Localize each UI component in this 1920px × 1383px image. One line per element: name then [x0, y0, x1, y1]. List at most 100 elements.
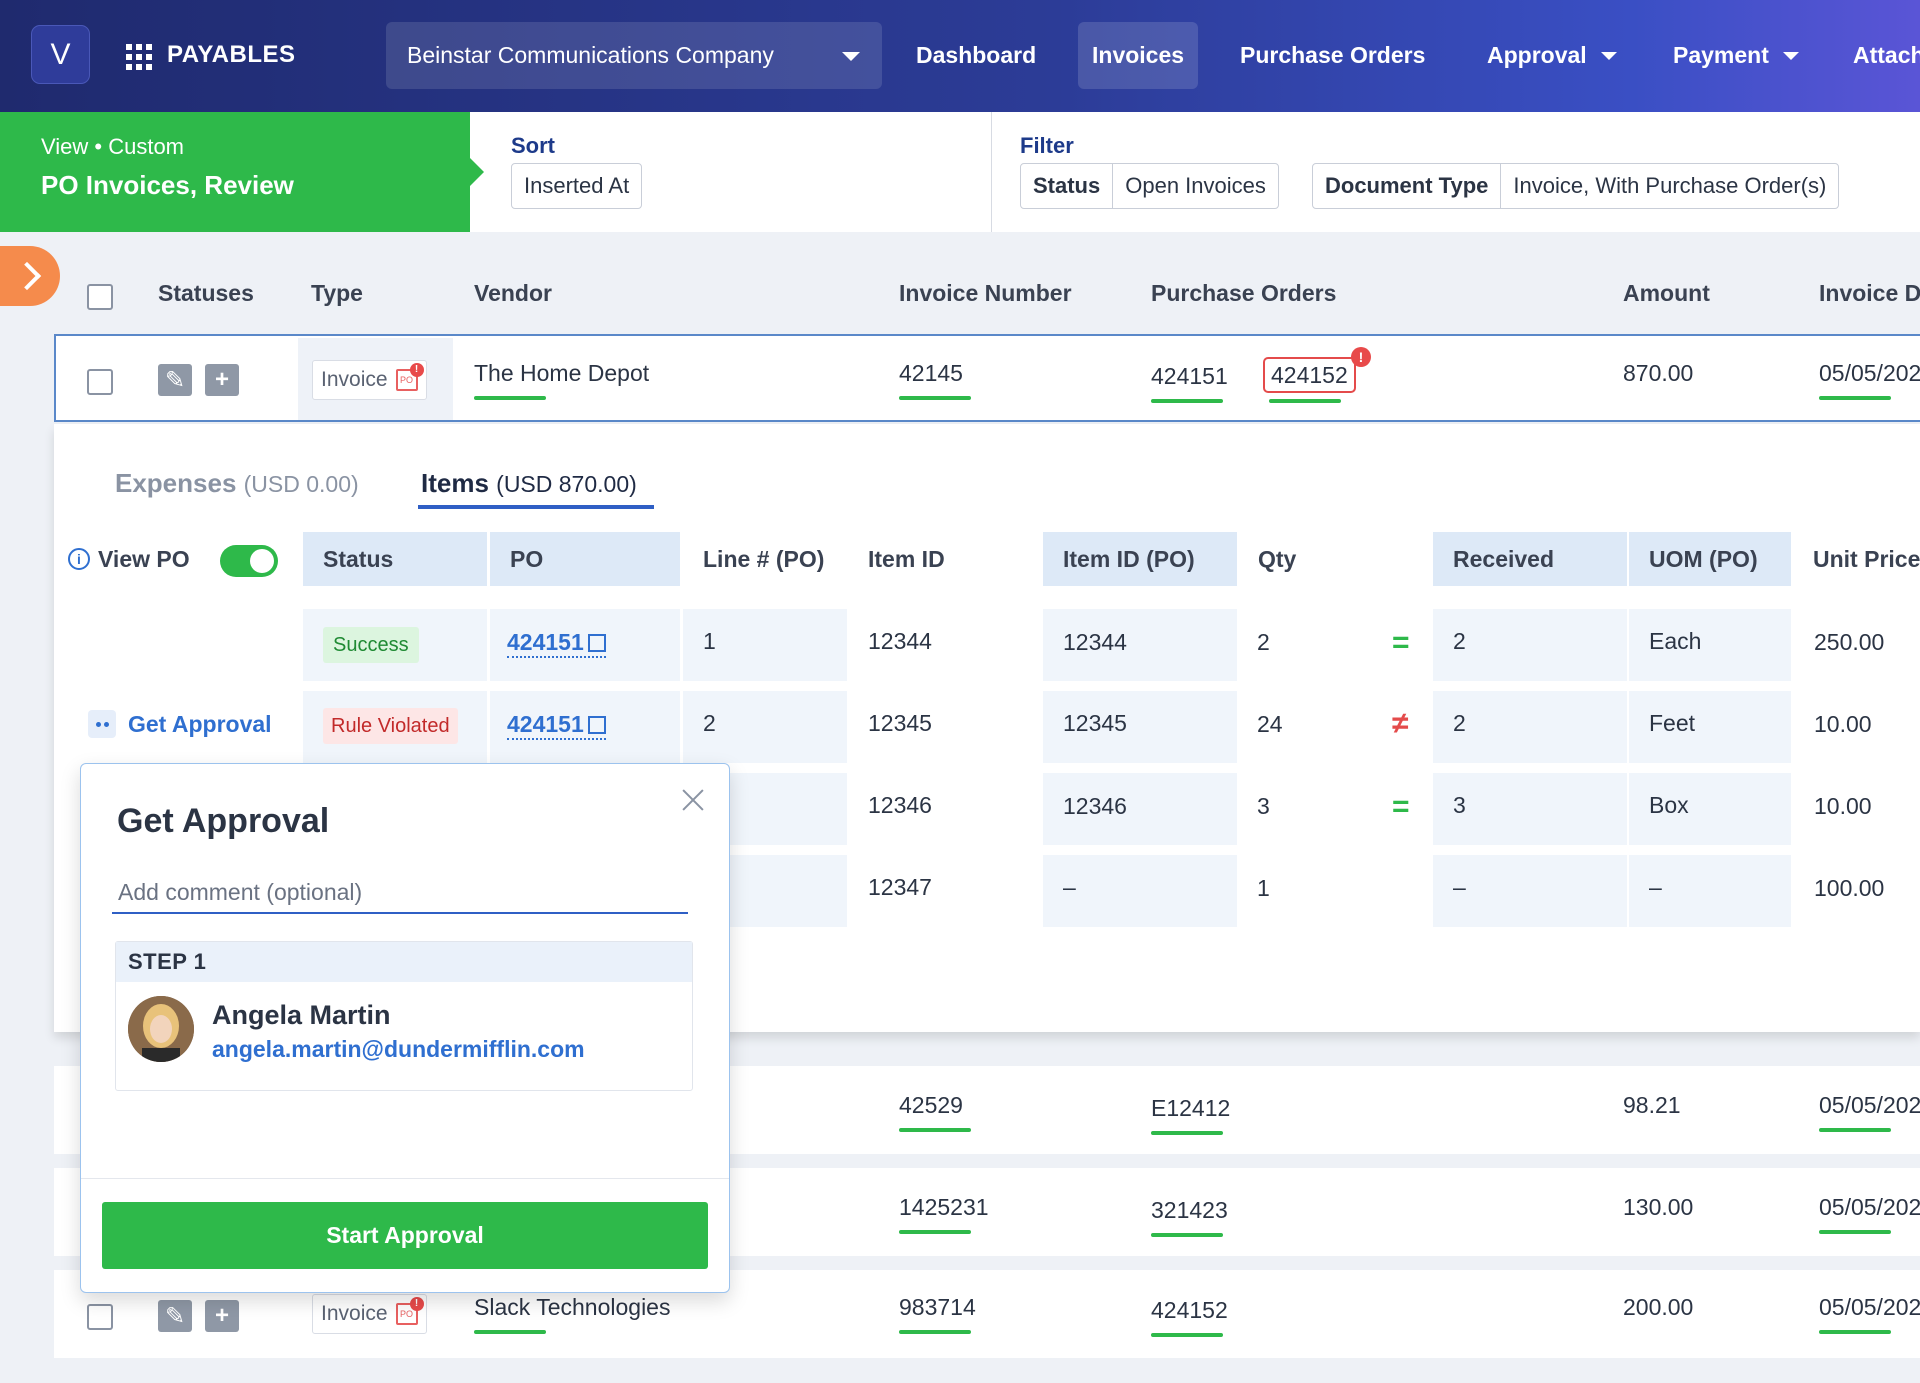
info-icon[interactable]: i [68, 548, 90, 570]
app-name: PAYABLES [167, 41, 296, 68]
row-checkbox[interactable] [87, 369, 113, 395]
nav-payment[interactable]: Payment [1659, 22, 1813, 89]
match-equal-icon: = [1392, 626, 1410, 659]
quantity: 3 [1257, 793, 1270, 819]
filter-value: Open Invoices [1125, 173, 1266, 198]
nav-approval[interactable]: Approval [1473, 22, 1631, 89]
select-all-checkbox[interactable] [87, 284, 113, 310]
filter-key: Status [1021, 164, 1114, 208]
unit-price: 100.00 [1814, 875, 1885, 901]
column-header-unit-price[interactable]: Unit Price [1813, 545, 1920, 572]
match-indicator [899, 396, 971, 400]
nav-attach[interactable]: Attach [1853, 42, 1920, 68]
tab-expenses[interactable]: Expenses (USD 0.00) [115, 468, 359, 498]
chevron-down-icon [1600, 51, 1617, 60]
company-select[interactable]: Beinstar Communications Company [386, 22, 882, 89]
purchase-order[interactable]: 321423 [1151, 1197, 1228, 1223]
po-link[interactable]: 424151 [507, 711, 606, 740]
column-header-invoice-date[interactable]: Invoice D [1819, 280, 1920, 306]
filter-value: Invoice, With Purchase Order(s) [1513, 173, 1827, 198]
plus-icon[interactable]: + [205, 364, 239, 396]
invoice-date: 05/05/202 [1819, 360, 1920, 386]
received: 3 [1453, 792, 1466, 818]
filter-title: Filter [1020, 133, 1074, 158]
column-header-purchase-orders[interactable]: Purchase Orders [1151, 280, 1337, 306]
column-header-item-id[interactable]: Item ID [868, 545, 945, 572]
item-id-po: 12346 [1063, 793, 1127, 819]
cell-bg [1629, 609, 1791, 681]
view-label: View • Custom [41, 134, 185, 159]
pencil-icon[interactable]: ✎ [158, 364, 192, 396]
uom: Box [1649, 792, 1689, 818]
close-icon[interactable] [679, 786, 707, 814]
row-checkbox[interactable] [87, 1304, 113, 1330]
view-po-toggle[interactable] [220, 545, 278, 577]
nav-purchase-orders[interactable]: Purchase Orders [1240, 42, 1426, 68]
invoice-number: 1425231 [899, 1194, 989, 1220]
match-indicator [899, 1330, 971, 1334]
pencil-icon[interactable]: ✎ [158, 1300, 192, 1332]
mismatch-icon: ≠ [1392, 707, 1409, 740]
po-link[interactable]: 424151 [507, 629, 606, 658]
column-header-vendor[interactable]: Vendor [474, 280, 552, 306]
unit-price: 250.00 [1814, 629, 1885, 655]
nav-dashboard[interactable]: Dashboard [916, 42, 1037, 68]
cell-bg [490, 609, 680, 681]
sort-chip[interactable]: Inserted At [511, 163, 643, 209]
grid-icon[interactable] [126, 44, 152, 70]
approver-email[interactable]: angela.martin@dundermifflin.com [212, 1036, 585, 1062]
column-header-statuses[interactable]: Statuses [158, 280, 254, 306]
column-header-uom-po[interactable]: UOM (PO) [1629, 532, 1791, 586]
po-document-alert-icon: PO [395, 363, 424, 391]
invoice-date: 05/05/202 [1819, 1194, 1920, 1220]
filter-chip-status[interactable]: Status Open Invoices [1020, 163, 1279, 209]
match-indicator [1819, 1230, 1891, 1234]
purchase-order-alert[interactable]: 424152 [1263, 357, 1356, 393]
purchase-order[interactable]: E12412 [1151, 1095, 1231, 1121]
column-header-amount[interactable]: Amount [1623, 280, 1710, 306]
uom: Feet [1649, 710, 1696, 736]
item-id-po: – [1063, 874, 1076, 900]
approver-name: Angela Martin [212, 1000, 391, 1030]
chevron-right-icon[interactable] [0, 246, 60, 306]
quantity: 24 [1257, 711, 1283, 737]
vendor-name: Slack Technologies [474, 1294, 671, 1320]
filter-chip-document-type[interactable]: Document Type Invoice, With Purchase Ord… [1312, 163, 1840, 209]
column-header-received[interactable]: Received [1433, 532, 1627, 586]
cell-bg [1043, 609, 1237, 681]
unit-price: 10.00 [1814, 793, 1872, 819]
item-id-po: 12344 [1063, 629, 1127, 655]
column-header-line-po[interactable]: Line # (PO) [703, 545, 825, 572]
column-header-type[interactable]: Type [311, 280, 363, 306]
external-link-icon [587, 716, 606, 734]
item-id-po: 12345 [1063, 710, 1127, 736]
po-document-alert-icon: PO [395, 1297, 424, 1325]
column-header-qty[interactable]: Qty [1258, 545, 1297, 572]
plus-icon[interactable]: + [205, 1300, 239, 1332]
cell-bg [1433, 855, 1627, 927]
purchase-order[interactable]: 424151 [1151, 363, 1228, 389]
app-logo[interactable]: V [31, 25, 90, 84]
cell-bg [1433, 609, 1627, 681]
nav-invoices[interactable]: Invoices [1078, 22, 1199, 89]
column-header-invoice-number[interactable]: Invoice Number [899, 280, 1072, 306]
match-indicator [899, 1128, 971, 1132]
start-approval-button[interactable]: Start Approval [102, 1202, 708, 1269]
uom: – [1649, 874, 1662, 900]
purchase-order[interactable]: 424152 [1151, 1297, 1228, 1323]
view-po-label: View PO [98, 545, 190, 572]
external-link-icon [587, 634, 606, 652]
match-indicator [1819, 1128, 1891, 1132]
item-id: 12344 [868, 628, 932, 654]
match-indicator [1151, 1233, 1223, 1237]
column-header-status[interactable]: Status [303, 532, 487, 586]
comment-input[interactable] [112, 872, 688, 914]
amount: 130.00 [1623, 1194, 1694, 1220]
view-selector[interactable]: View • Custom PO Invoices, Review [0, 112, 484, 232]
get-approval-link[interactable]: Get Approval [88, 710, 272, 738]
tab-items[interactable]: Items (USD 870.00) [421, 468, 637, 498]
column-header-po[interactable]: PO [490, 532, 680, 586]
step-label: STEP 1 [116, 942, 692, 982]
column-header-item-id-po[interactable]: Item ID (PO) [1043, 532, 1237, 586]
uom: Each [1649, 628, 1702, 654]
